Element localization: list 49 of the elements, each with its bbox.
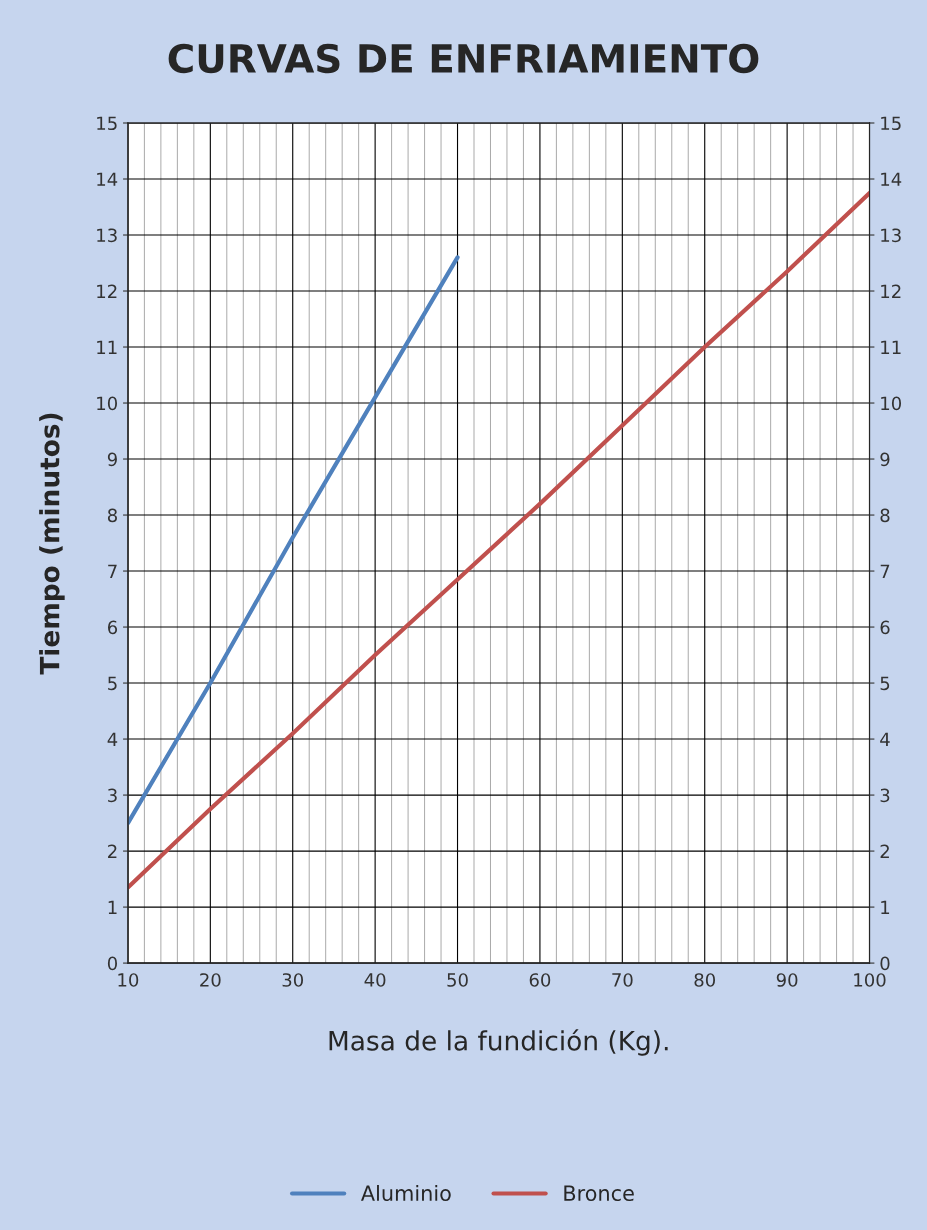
y-axis-title: Tiempo (minutos) xyxy=(39,413,65,675)
y-tick-label: 0 xyxy=(107,956,117,971)
x-tick-label: 40 xyxy=(364,973,386,987)
x-axis-title: Masa de la fundición (Kg). xyxy=(329,1029,668,1056)
y2-tick-label: 6 xyxy=(880,620,890,635)
y-tick-label: 2 xyxy=(108,844,117,858)
line-series xyxy=(127,190,870,890)
y-tick-label: 10 xyxy=(97,396,117,411)
y2-tick-label: 9 xyxy=(880,452,890,467)
x-tick-label: 10 xyxy=(118,973,139,987)
x-tick-label: 20 xyxy=(200,973,221,987)
x-tick-label: 90 xyxy=(776,973,798,987)
y-tick-label: 9 xyxy=(107,452,117,467)
x-tick-label: 50 xyxy=(447,973,468,987)
y-tick-label: 7 xyxy=(108,564,117,578)
y2-tick-label: 7 xyxy=(880,564,890,578)
y-tick-label: 12 xyxy=(97,284,117,298)
x-tick-label: 80 xyxy=(694,973,716,987)
y-tick-label: 3 xyxy=(108,788,117,803)
y2-tick-label: 10 xyxy=(881,396,902,411)
x-tick-label: 100 xyxy=(854,973,886,987)
legend-label: Bronce xyxy=(564,1185,634,1202)
y2-tick-label: 12 xyxy=(881,284,901,298)
x-tick-label: 60 xyxy=(529,973,551,987)
x-tick-label: 70 xyxy=(612,973,633,987)
y-tick-label: 5 xyxy=(108,676,117,691)
y-tick-label: 8 xyxy=(107,508,117,523)
y2-tick-label: 2 xyxy=(880,844,889,858)
x-tick-label: 30 xyxy=(282,973,304,987)
y-tick-label: 4 xyxy=(107,732,118,746)
y-tick-label: 15 xyxy=(97,116,117,131)
y-tick-label: 11 xyxy=(97,340,117,354)
y-tick-label: 14 xyxy=(97,172,118,186)
legend-label: Aluminio xyxy=(360,1184,451,1202)
y2-tick-label: 0 xyxy=(880,956,890,971)
y2-tick-label: 11 xyxy=(881,340,901,354)
y2-tick-label: 8 xyxy=(880,508,890,523)
y-tick-label: 1 xyxy=(108,900,117,914)
y2-tick-label: 5 xyxy=(880,676,890,691)
y2-tick-label: 3 xyxy=(880,788,890,803)
line-series xyxy=(127,255,460,826)
y2-tick-label: 14 xyxy=(881,172,902,186)
y-tick-label: 6 xyxy=(107,620,118,635)
y2-tick-label: 15 xyxy=(881,116,901,131)
y2-tick-label: 13 xyxy=(881,228,901,243)
y2-tick-label: 1 xyxy=(881,900,890,914)
y-tick-label: 13 xyxy=(97,228,117,243)
chart-title: CURVAS DE ENFRIAMIENTO xyxy=(168,43,759,74)
y2-tick-label: 4 xyxy=(880,732,890,746)
